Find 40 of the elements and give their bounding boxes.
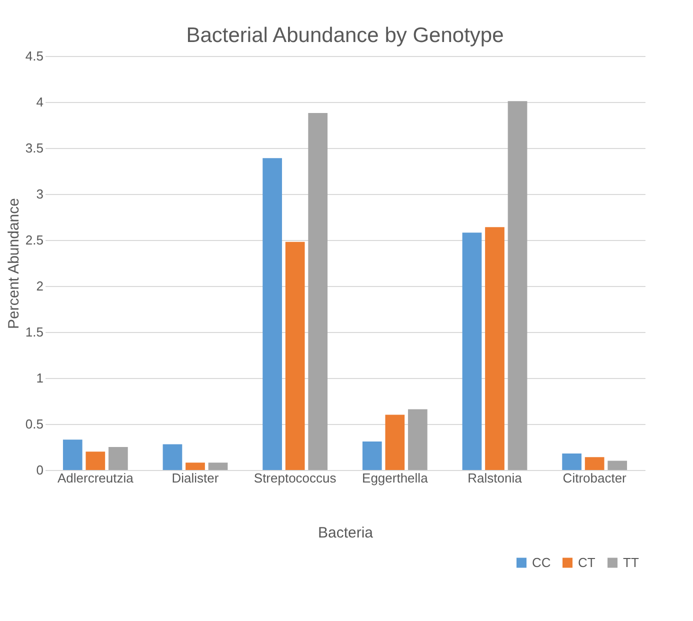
y-tick-label: 1: [36, 370, 44, 386]
bar: [308, 113, 328, 470]
bar: [62, 440, 82, 470]
bar: [362, 441, 382, 470]
bar: [262, 158, 282, 470]
bar: [108, 447, 128, 470]
x-tick-label: Ralstonia: [468, 470, 523, 486]
bar: [584, 457, 604, 470]
legend-label: CC: [532, 554, 551, 570]
bar: [462, 232, 482, 470]
x-tick-label: Citrobacter: [562, 470, 628, 486]
bar: [562, 453, 582, 470]
y-tick-label: 3.5: [25, 140, 44, 156]
y-tick-label: 4: [36, 94, 44, 110]
bar: [86, 452, 106, 470]
bar: [485, 227, 504, 470]
bar: [162, 444, 182, 470]
y-axis-title: Percent Abundance: [5, 198, 22, 329]
bar: [385, 414, 405, 470]
x-tick-label: Dialister: [172, 470, 220, 486]
y-tick-label: 2: [36, 278, 44, 294]
x-axis-title: Bacteria: [318, 524, 374, 542]
legend-label: TT: [623, 554, 639, 570]
x-tick-label: Eggerthella: [362, 470, 429, 486]
bar: [208, 462, 228, 470]
chart-title: Bacterial Abundance by Genotype: [186, 24, 504, 47]
bar: [608, 460, 628, 470]
y-tick-label: 3: [36, 186, 44, 202]
y-tick-label: 4.5: [25, 48, 44, 64]
x-tick-label: Adlercreutzia: [57, 470, 134, 486]
y-tick-label: 0: [36, 462, 44, 478]
bar: [508, 101, 528, 470]
x-tick-label: Streptococcus: [254, 470, 337, 486]
y-tick-label: 1.5: [25, 324, 44, 340]
y-tick-label: 0.5: [25, 416, 44, 432]
bar: [285, 242, 305, 470]
bar: [186, 462, 205, 470]
bar: [408, 409, 428, 470]
legend-label: CT: [578, 554, 596, 570]
y-tick-label: 2.5: [25, 232, 44, 248]
